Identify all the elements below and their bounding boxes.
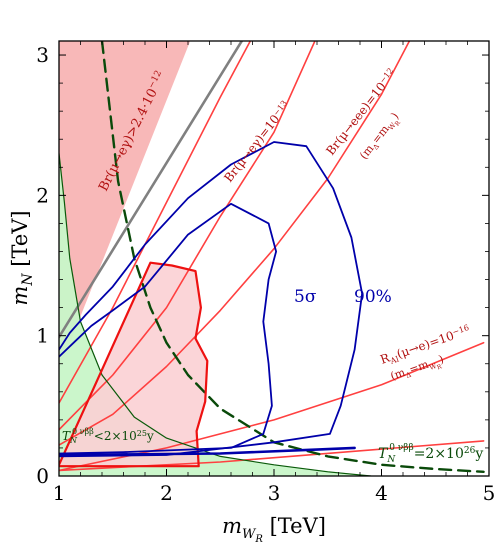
series-lines: [59, 41, 485, 476]
x-tick-label: 1: [53, 481, 66, 505]
series-line-8: [59, 261, 209, 468]
x-tick-label: 4: [375, 481, 388, 505]
label-br-mu-egamma-13: Br(μ→eγ)=10−13: [221, 99, 293, 185]
label-mdelta-bottom: (mΔ=mWR): [389, 352, 447, 386]
label-t-26: TN0 νββ=2×1026y: [378, 443, 483, 465]
y-tick-label: 3: [36, 43, 49, 67]
series-line-10: [59, 141, 363, 458]
y-axis-label: mN [TeV]: [8, 210, 36, 305]
series-line-3: [59, 41, 411, 446]
label-5sigma: 5σ: [294, 287, 317, 307]
series-line-11: [59, 446, 356, 457]
series-line-1: [59, 41, 252, 404]
x-tick-label: 2: [160, 481, 173, 505]
y-tick-label: 2: [36, 183, 49, 207]
annotations: Br(μ→eγ)>2.4·10−12 Br(μ→eγ)=10−13 Br(μ→e…: [62, 66, 483, 465]
label-t-25: TN0 νββ<2×1025y: [62, 427, 154, 445]
label-br-mu-eee: Br(μ→eee)=10−12: [323, 66, 399, 158]
region-2: [59, 262, 208, 467]
series-line-2: [59, 41, 316, 431]
x-tick-label: 3: [268, 481, 281, 505]
y-tick-label: 1: [36, 324, 49, 348]
series-line-6: [59, 152, 372, 476]
x-axis-label: mWR [TeV]: [222, 514, 326, 545]
series-line-9: [59, 202, 277, 455]
label-90: 90%: [354, 287, 392, 307]
series-line-5: [59, 440, 485, 472]
series-line-7: [100, 41, 485, 473]
series-line-0: [59, 41, 244, 339]
x-tick-label: 5: [483, 481, 496, 505]
y-tick-label: 0: [36, 464, 49, 488]
